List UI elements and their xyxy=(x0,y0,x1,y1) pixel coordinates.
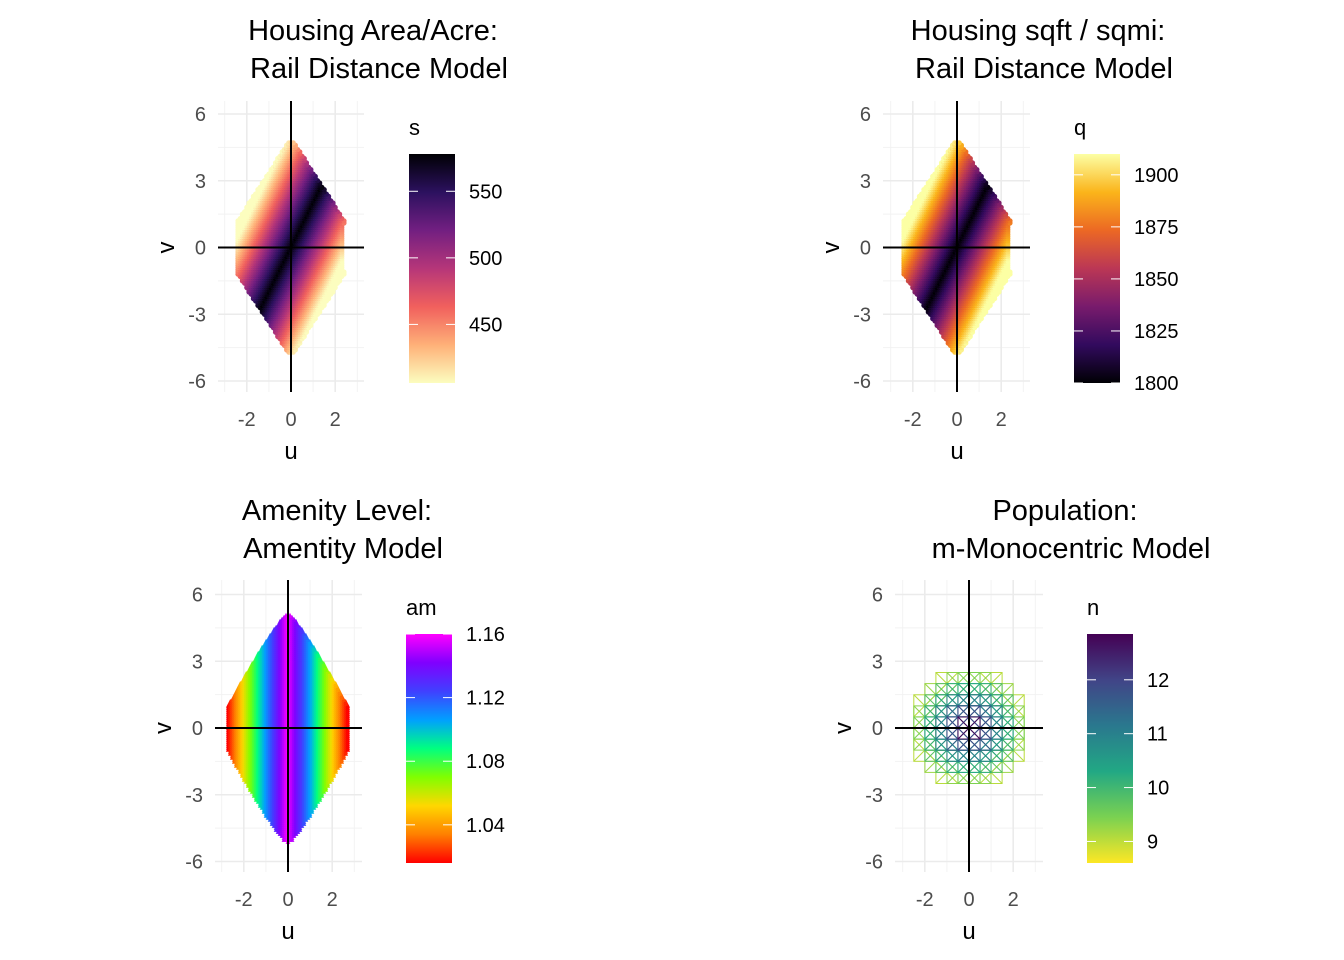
chart-title: Housing Area/Acre: Rail Distance Model xyxy=(248,15,508,85)
y-tick-label: 0 xyxy=(195,238,206,260)
chart-panel-2: Housing sqft / sqmi:Rail Distance Model6… xyxy=(818,15,1179,465)
legend-tick-label: 450 xyxy=(469,314,502,336)
x-tick-label: 0 xyxy=(285,409,296,431)
legend-tick-label: 550 xyxy=(469,181,502,203)
y-tick-label: -6 xyxy=(188,371,206,393)
chart-title-line1: Housing Area/Acre: xyxy=(248,15,498,47)
legend-colorbar xyxy=(409,154,455,383)
chart-title: Housing sqft / sqmi: Rail Distance Model xyxy=(911,15,1173,85)
legend-title: s xyxy=(409,115,420,140)
x-axis-label: u xyxy=(284,438,297,465)
legend-tick-label: 500 xyxy=(469,248,502,270)
y-axis-label: v xyxy=(153,242,180,254)
legend: s 550 500 450 xyxy=(409,115,502,383)
y-tick-label: -3 xyxy=(188,304,206,326)
y-tick-label: 3 xyxy=(195,171,206,193)
y-tick-label: 6 xyxy=(195,104,206,126)
chart-title-line2: Rail Distance Model xyxy=(250,53,508,85)
x-tick-label: 2 xyxy=(330,409,341,431)
x-tick-label: -2 xyxy=(238,409,256,431)
chart-title-line1: Housing sqft / sqmi: xyxy=(911,15,1166,47)
data-points xyxy=(235,140,347,355)
chart-panel-1: Housing Area/Acre: Rail Distance Model 6 3 0… xyxy=(153,15,508,465)
chart-title-line2: Rail Distance Model xyxy=(915,53,1173,85)
